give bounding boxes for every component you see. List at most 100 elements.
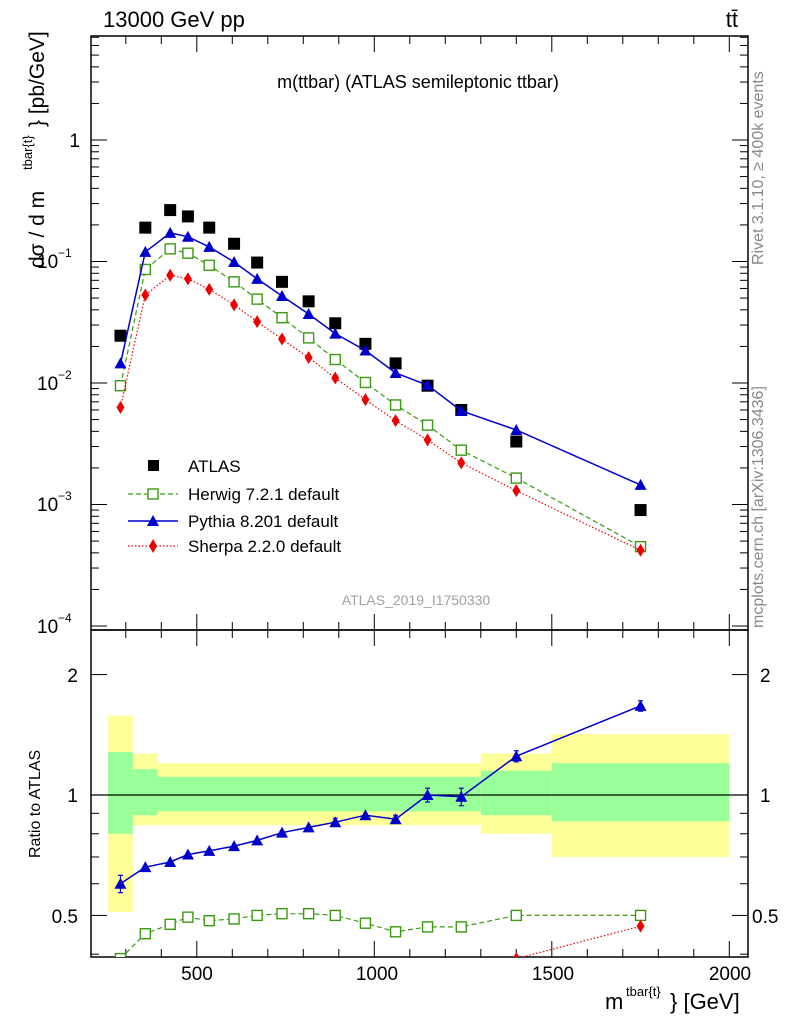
ratio-y-tick-0.5-right: 0.5 [752, 907, 778, 928]
x-label-superscript: tbar{t} [626, 984, 661, 999]
point-0-3 [181, 210, 194, 223]
x-tick-1000: 1000 [356, 964, 398, 985]
rivet-label: Rivet 3.1.10, ≥ 400k events [750, 71, 767, 265]
point-1-4 [203, 259, 215, 272]
legend-entry-pythia: Pythia 8.201 default [128, 512, 339, 531]
point-3-13 [457, 456, 466, 470]
legend-entry-atlas: ATLAS [148, 457, 241, 476]
ratio-point-0-3 [182, 911, 194, 923]
point-1-10 [359, 376, 372, 389]
y-tick-1e-1-exp: −1 [58, 246, 72, 260]
ratio-point-1-15 [634, 699, 647, 711]
main-y-label-text: dσ / d m [26, 191, 49, 268]
legend-marker-atlas [148, 460, 159, 471]
ratio-y-tick-1-left: 1 [67, 786, 78, 807]
band-inner-0 [108, 752, 133, 834]
point-3-0 [116, 400, 125, 414]
legend-marker-herwig [147, 488, 159, 500]
ratio-point-2-15 [636, 919, 645, 933]
point-3-11 [391, 414, 400, 428]
point-0-9 [329, 317, 342, 330]
point-3-4 [205, 282, 214, 296]
band-inner-4 [551, 763, 730, 822]
point-1-2 [164, 243, 176, 255]
y-tick-1e-3-base: 10 [37, 495, 58, 516]
ratio-point-0-0 [114, 952, 127, 957]
ratio-series-1 [114, 699, 647, 894]
point-3-12 [423, 433, 432, 447]
point-3-2 [166, 268, 175, 282]
point-3-9 [331, 371, 340, 385]
point-0-7 [276, 275, 288, 288]
point-1-6 [251, 293, 263, 305]
point-2-11 [389, 366, 402, 378]
ratio-y-axis-label: Ratio to ATLAS [27, 750, 44, 858]
point-2-14 [510, 424, 523, 436]
x-axis-label: m tbar{t} } [GeV] [605, 984, 740, 1014]
series-3 [116, 268, 645, 557]
legend-label-sherpa: Sherpa 2.2.0 default [188, 537, 341, 556]
point-2-8 [302, 307, 315, 319]
ratio-line-0 [121, 913, 641, 957]
ratio-point-0-2 [164, 918, 176, 931]
point-2-13 [455, 404, 468, 416]
point-1-5 [228, 276, 240, 288]
point-0-11 [389, 357, 402, 370]
ratio-plot-frame [90, 629, 749, 958]
ratio-point-1-8 [302, 821, 315, 833]
ratio-y-tick-2-left: 2 [67, 666, 78, 687]
ratio-point-0-11 [389, 926, 402, 938]
chart-title: m(ttbar) (ATLAS semileptonic ttbar) [277, 72, 559, 92]
point-1-8 [302, 332, 315, 344]
point-1-9 [329, 353, 341, 366]
point-1-14 [510, 472, 522, 484]
point-1-1 [139, 263, 152, 276]
uncertainty-bands [108, 715, 730, 912]
band-inner-2 [157, 776, 481, 812]
x-tick-1500: 1500 [532, 964, 574, 985]
y-tick-1e-2-exp: −2 [58, 368, 72, 382]
point-1-3 [182, 247, 194, 259]
series-line-2 [119, 232, 641, 486]
point-3-10 [361, 393, 370, 407]
point-3-8 [304, 351, 313, 365]
point-3-1 [141, 288, 150, 302]
point-0-10 [359, 337, 372, 350]
ratio-point-1-12 [421, 789, 434, 800]
ratio-y-tick-2-right: 2 [760, 666, 771, 687]
main-y-label-superscript: tbar{t} [20, 135, 35, 170]
ratio-point-2-14 [513, 952, 520, 957]
analysis-watermark: ATLAS_2019_I1750330 [342, 592, 491, 608]
axis-ticks [91, 36, 748, 957]
ratio-point-1-13 [455, 790, 468, 802]
legend-label-herwig: Herwig 7.2.1 default [188, 485, 339, 504]
ratio-point-1-0 [114, 877, 127, 889]
ratio-line-1 [120, 705, 641, 885]
ratio-point-1-10 [359, 809, 372, 821]
point-0-14 [510, 435, 523, 448]
ratio-point-0-15 [634, 909, 647, 922]
legend-entry-herwig: Herwig 7.2.1 default [128, 485, 339, 504]
x-label-text: m [605, 989, 623, 1014]
ratio-point-1-2 [164, 855, 177, 867]
legend-label-pythia: Pythia 8.201 default [188, 512, 339, 531]
series-0 [114, 204, 647, 517]
ratio-series-0 [114, 907, 647, 957]
point-2-6 [251, 272, 264, 284]
y-tick-1e-1-base: 10 [37, 252, 58, 273]
ratio-point-0-1 [139, 928, 152, 940]
point-1-12 [421, 419, 434, 431]
legend-entry-sherpa: Sherpa 2.2.0 default [128, 537, 341, 556]
ratio-point-0-12 [421, 921, 434, 933]
point-2-15 [634, 478, 647, 490]
point-1-13 [455, 444, 467, 456]
point-0-5 [228, 237, 241, 250]
band-inner-1 [132, 769, 158, 816]
x-label-unit: } [GeV] [670, 989, 740, 1014]
main-y-axis-label: dσ / d m tbar{t} } [pb/GeV] [20, 31, 49, 268]
point-2-3 [181, 230, 194, 242]
legend-label-atlas: ATLAS [188, 457, 241, 476]
ratio-y-tick-0.5-left: 0.5 [52, 907, 78, 928]
point-3-7 [278, 332, 286, 346]
